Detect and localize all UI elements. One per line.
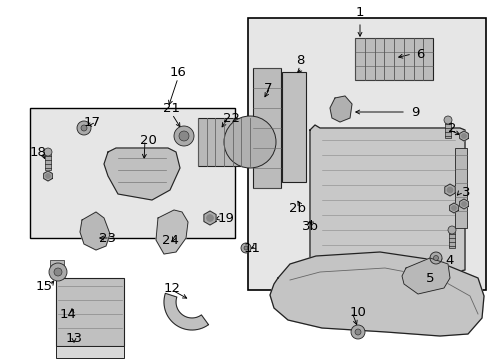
Text: 7: 7 bbox=[263, 81, 272, 94]
Polygon shape bbox=[459, 131, 468, 141]
Circle shape bbox=[174, 126, 194, 146]
Text: 22: 22 bbox=[223, 112, 240, 125]
Polygon shape bbox=[449, 203, 457, 213]
Bar bbox=[454, 148, 466, 228]
Circle shape bbox=[206, 215, 213, 221]
Text: 15: 15 bbox=[36, 279, 52, 292]
Text: 11: 11 bbox=[243, 242, 260, 255]
Text: 13: 13 bbox=[65, 332, 82, 345]
Circle shape bbox=[350, 325, 364, 339]
Circle shape bbox=[46, 174, 50, 178]
Bar bbox=[56, 346, 124, 358]
Polygon shape bbox=[163, 293, 208, 330]
Polygon shape bbox=[43, 171, 52, 181]
Bar bbox=[198, 118, 249, 166]
Bar bbox=[247, 18, 485, 290]
Circle shape bbox=[447, 187, 452, 193]
Text: 18: 18 bbox=[29, 145, 46, 158]
Text: 2b: 2b bbox=[289, 202, 306, 215]
Bar bbox=[252, 68, 281, 188]
Bar bbox=[30, 108, 235, 238]
Text: 16: 16 bbox=[169, 66, 186, 78]
Circle shape bbox=[179, 131, 189, 141]
Circle shape bbox=[49, 263, 67, 281]
Text: 1: 1 bbox=[355, 5, 364, 18]
Text: 24: 24 bbox=[161, 234, 178, 247]
Text: 2: 2 bbox=[447, 122, 455, 135]
Circle shape bbox=[81, 125, 87, 131]
Text: 14: 14 bbox=[60, 307, 76, 320]
Text: 6: 6 bbox=[415, 48, 423, 60]
Text: 8: 8 bbox=[295, 54, 304, 67]
Circle shape bbox=[433, 256, 438, 261]
Circle shape bbox=[44, 148, 52, 156]
Polygon shape bbox=[444, 184, 454, 196]
Text: 19: 19 bbox=[217, 211, 234, 225]
Polygon shape bbox=[401, 258, 449, 294]
Circle shape bbox=[443, 116, 451, 124]
Text: 4: 4 bbox=[445, 253, 453, 266]
Circle shape bbox=[241, 243, 250, 253]
Text: 3b: 3b bbox=[301, 220, 318, 233]
Bar bbox=[354, 38, 432, 80]
Text: 23: 23 bbox=[99, 231, 116, 244]
Bar bbox=[282, 72, 305, 182]
Circle shape bbox=[54, 268, 62, 276]
Bar bbox=[50, 260, 64, 272]
Text: 20: 20 bbox=[139, 134, 156, 147]
Text: 17: 17 bbox=[83, 116, 101, 129]
Polygon shape bbox=[329, 96, 351, 122]
Circle shape bbox=[354, 329, 360, 335]
Text: 3: 3 bbox=[461, 185, 469, 198]
Circle shape bbox=[244, 246, 247, 250]
Text: 10: 10 bbox=[349, 306, 366, 319]
Bar bbox=[448, 232, 454, 248]
Circle shape bbox=[461, 202, 465, 206]
Circle shape bbox=[461, 134, 465, 138]
Polygon shape bbox=[80, 212, 110, 250]
Circle shape bbox=[451, 206, 455, 210]
Circle shape bbox=[447, 226, 455, 234]
Polygon shape bbox=[309, 125, 464, 272]
Text: 9: 9 bbox=[410, 105, 418, 118]
Bar bbox=[444, 122, 450, 138]
Bar bbox=[56, 278, 124, 346]
Polygon shape bbox=[269, 252, 483, 336]
Text: 5: 5 bbox=[425, 271, 433, 284]
Polygon shape bbox=[459, 199, 468, 209]
Text: 12: 12 bbox=[163, 282, 180, 294]
Polygon shape bbox=[104, 148, 180, 200]
Bar bbox=[45, 154, 51, 170]
Circle shape bbox=[224, 116, 275, 168]
Circle shape bbox=[429, 252, 441, 264]
Circle shape bbox=[77, 121, 91, 135]
Text: 21: 21 bbox=[163, 102, 180, 114]
Polygon shape bbox=[156, 210, 187, 254]
Polygon shape bbox=[203, 211, 216, 225]
